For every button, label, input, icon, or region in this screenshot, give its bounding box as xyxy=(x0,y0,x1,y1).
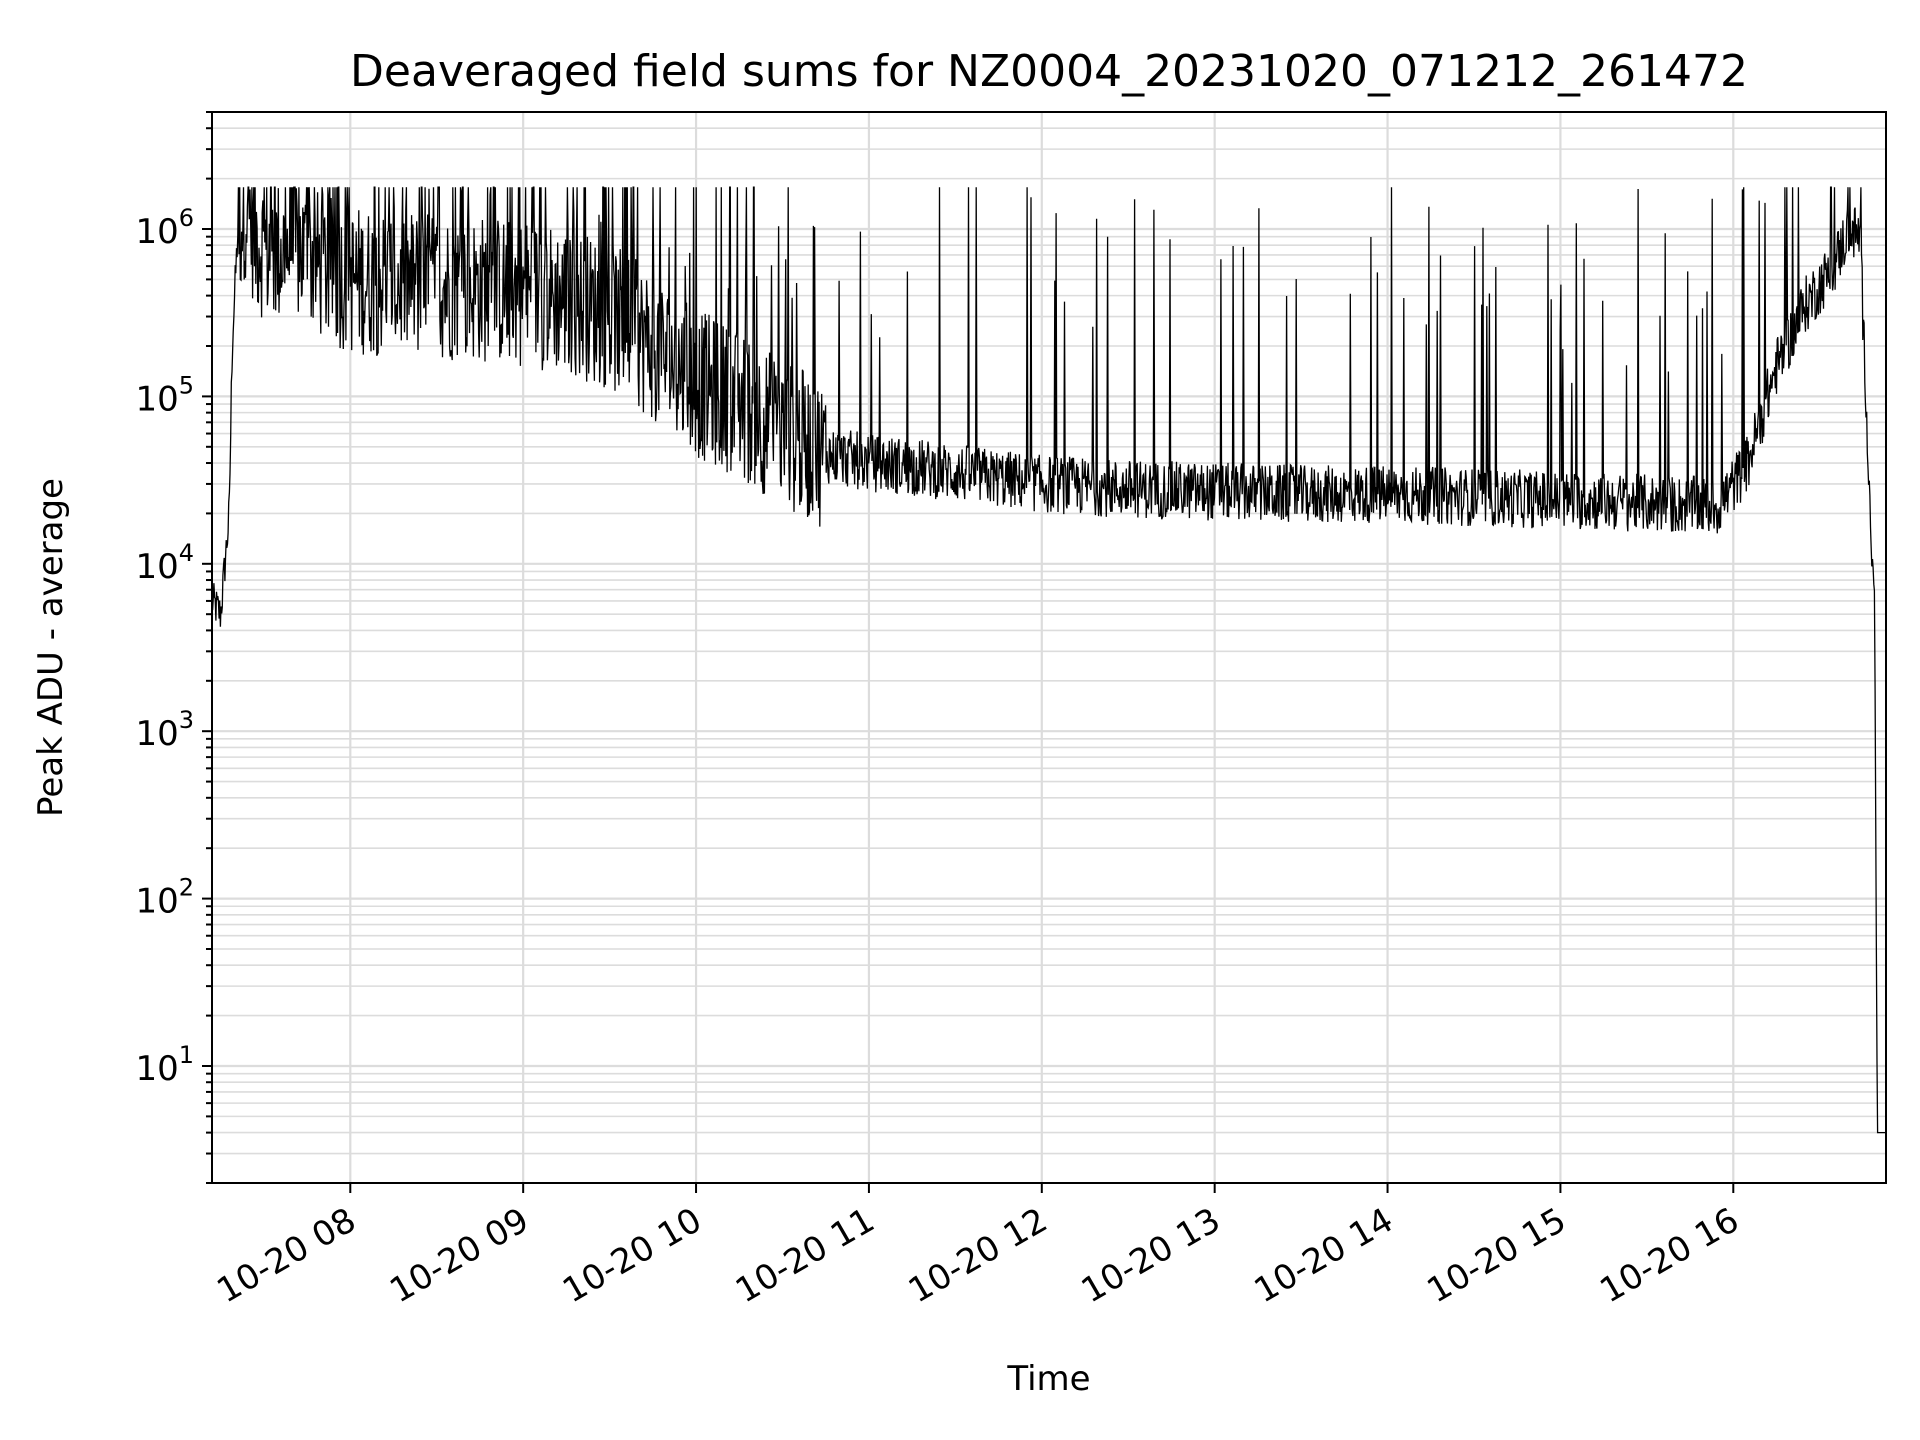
y-axis-label: Peak ADU - average xyxy=(31,478,71,817)
y-tick-label: 103 xyxy=(135,706,194,754)
series-line xyxy=(211,186,1886,1134)
y-tick-exponent: 2 xyxy=(179,874,194,902)
x-axis-label: Time xyxy=(1006,1359,1090,1399)
y-tick-label: 102 xyxy=(135,874,194,922)
y-tick-base: 10 xyxy=(135,1049,178,1089)
y-tick-exponent: 1 xyxy=(179,1041,194,1069)
y-tick-exponent: 5 xyxy=(179,371,194,399)
y-tick-exponent: 6 xyxy=(179,204,194,232)
chart-title: Deaveraged field sums for NZ0004_2023102… xyxy=(350,46,1748,97)
y-tick-label: 101 xyxy=(135,1041,194,1089)
y-tick-base: 10 xyxy=(135,379,178,419)
y-tick-exponent: 4 xyxy=(179,539,194,567)
series-layer xyxy=(211,186,1886,1134)
y-tick-label: 105 xyxy=(135,371,194,419)
y-tick-exponent: 3 xyxy=(179,706,194,734)
y-tick-base: 10 xyxy=(135,547,178,587)
y-tick-base: 10 xyxy=(135,882,178,922)
y-tick-base: 10 xyxy=(135,714,178,754)
y-tick-base: 10 xyxy=(135,212,178,252)
y-tick-label: 106 xyxy=(135,204,194,252)
plot-frame xyxy=(211,111,1887,1184)
y-tick-label: 104 xyxy=(135,539,194,587)
